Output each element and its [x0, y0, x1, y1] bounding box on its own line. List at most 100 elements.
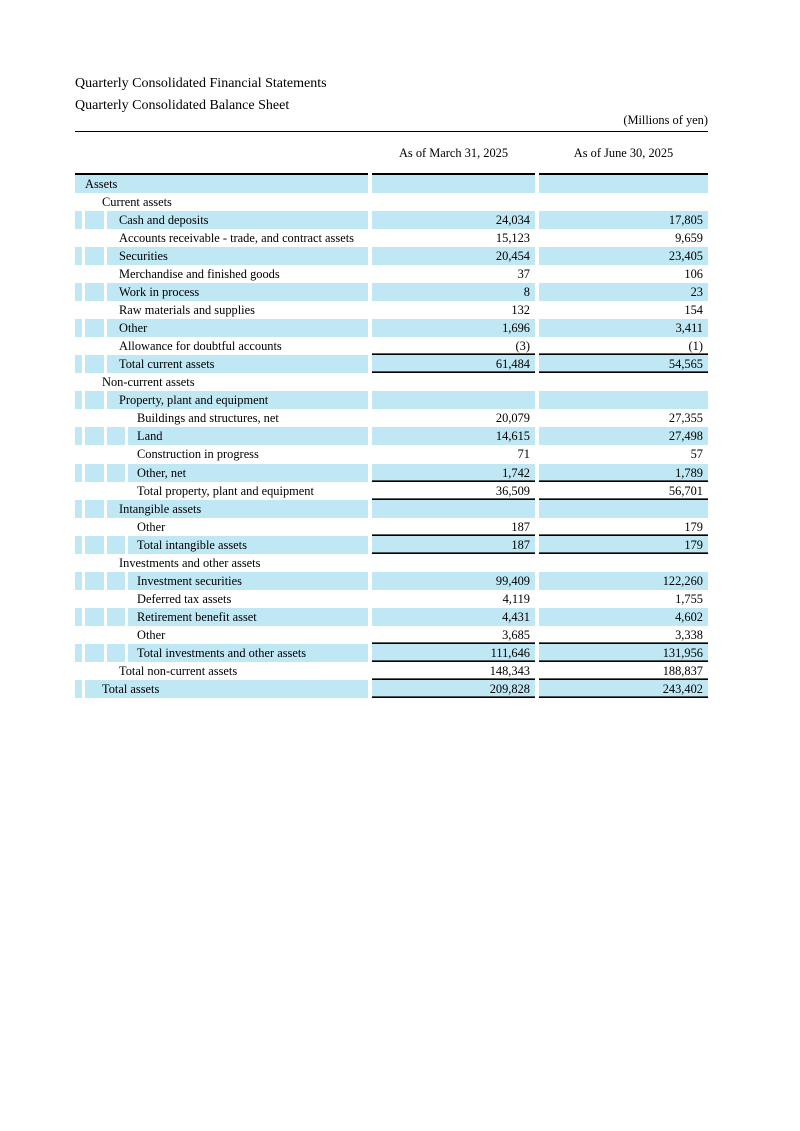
indent-divider — [104, 210, 107, 229]
row-label-cell: Buildings and structures, net — [75, 409, 368, 428]
cell-gap — [535, 355, 539, 374]
table-row: Investments and other assets — [75, 553, 708, 572]
page-subtitle: Quarterly Consolidated Balance Sheet — [75, 98, 290, 113]
row-label: Work in process — [119, 284, 200, 299]
row-value-june: 23,405 — [539, 246, 708, 265]
indent-divider — [104, 644, 107, 663]
cell-gap — [368, 680, 372, 699]
page-title: Quarterly Consolidated Financial Stateme… — [75, 76, 327, 91]
indent-divider — [104, 337, 107, 356]
row-label-cell: Cash and deposits — [75, 210, 368, 229]
cell-gap — [368, 319, 372, 338]
column-header-march: As of March 31, 2025 — [398, 146, 509, 160]
cell-gap — [535, 662, 539, 681]
cell-gap — [535, 445, 539, 464]
cell-gap — [368, 409, 372, 428]
row-label-cell: Total intangible assets — [75, 535, 368, 554]
indent-divider — [125, 445, 128, 464]
cell-gap — [368, 427, 372, 446]
row-value-march: 111,646 — [372, 644, 535, 663]
column-header-june: As of June 30, 2025 — [573, 146, 674, 160]
row-value-march: 99,409 — [372, 571, 535, 590]
row-label-cell: Other — [75, 517, 368, 536]
indent-divider — [104, 571, 107, 590]
table-row: Work in process 8 23 — [75, 282, 708, 301]
row-label: Other — [137, 628, 166, 643]
indent-divider — [104, 409, 107, 428]
row-value-march — [372, 499, 535, 518]
row-label-cell: Assets — [75, 174, 368, 193]
cell-gap — [535, 481, 539, 500]
row-value-june: 179 — [539, 535, 708, 554]
indent-divider — [104, 662, 107, 681]
indent-divider — [82, 680, 85, 699]
indent-divider — [82, 535, 85, 554]
indent-divider — [104, 517, 107, 536]
indent-divider — [125, 463, 128, 482]
cell-gap — [535, 427, 539, 446]
indent-divider — [82, 608, 85, 627]
cell-gap — [368, 589, 372, 608]
row-label: Securities — [119, 248, 168, 263]
row-value-march: 4,119 — [502, 591, 530, 606]
indent-divider — [125, 589, 128, 608]
row-value-june: 1,755 — [675, 591, 703, 606]
table-row: Other 1,696 3,411 — [75, 319, 708, 338]
row-value-june: 3,338 — [539, 626, 708, 644]
row-value-june: 106 — [684, 266, 703, 281]
cell-gap — [535, 517, 539, 536]
row-label: Merchandise and finished goods — [119, 266, 280, 281]
indent-divider — [104, 608, 107, 627]
row-value-march: 37 — [517, 266, 530, 281]
table-row: Total current assets 61,484 54,565 — [75, 355, 708, 374]
cell-gap — [368, 264, 372, 283]
table-row: Land 14,615 27,498 — [75, 427, 708, 446]
indent-divider — [104, 445, 107, 464]
row-value-june: 1,789 — [539, 463, 708, 482]
row-value-june: 179 — [539, 518, 708, 536]
row-label-cell: Total non-current assets — [75, 662, 368, 681]
row-label: Intangible assets — [119, 501, 202, 516]
row-value-march: 1,742 — [372, 463, 535, 482]
indent-divider — [125, 481, 128, 500]
cell-gap — [368, 246, 372, 265]
row-value-june: 188,837 — [539, 662, 708, 680]
row-label: Allowance for doubtful accounts — [119, 339, 282, 354]
indent-divider — [82, 626, 85, 645]
table-row: Total property, plant and equipment 36,50… — [75, 481, 708, 500]
cell-gap — [535, 300, 539, 319]
row-value-june: 122,260 — [539, 571, 708, 590]
table-row: Raw materials and supplies 132 154 — [75, 300, 708, 319]
cell-gap — [368, 608, 372, 627]
row-label-cell: Securities — [75, 246, 368, 265]
table-row: Buildings and structures, net 20,079 27,35… — [75, 409, 708, 428]
cell-gap — [368, 571, 372, 590]
row-value-march: 187 — [372, 535, 535, 554]
row-value-june: 243,402 — [539, 680, 708, 699]
cell-gap — [368, 535, 372, 554]
cell-gap — [368, 192, 372, 211]
cell-gap — [535, 463, 539, 482]
row-label: Total investments and other assets — [137, 646, 307, 661]
row-label-cell: Work in process — [75, 282, 368, 301]
indent-divider — [82, 192, 85, 211]
row-label: Investment securities — [137, 573, 242, 588]
indent-divider — [82, 246, 85, 265]
table-row: Allowance for doubtful accounts (3) (1) — [75, 337, 708, 356]
row-label: Buildings and structures, net — [137, 411, 279, 426]
indent-divider — [104, 553, 107, 572]
indent-divider — [82, 264, 85, 283]
cell-gap — [368, 517, 372, 536]
indent-divider — [82, 644, 85, 663]
cell-gap — [368, 300, 372, 319]
table-row: Accounts receivable - trade, and contrac… — [75, 228, 708, 247]
row-label: Non-current assets — [102, 375, 195, 390]
units-note-row: (Millions of yen) — [75, 113, 708, 132]
row-value-june: 23 — [539, 282, 708, 301]
table-row: Construction in progress 71 57 — [75, 445, 708, 464]
indent-divider — [104, 463, 107, 482]
row-value-june — [539, 373, 708, 391]
row-value-june: 57 — [690, 447, 703, 462]
row-value-march: 14,615 — [372, 427, 535, 446]
row-value-june — [539, 554, 708, 572]
